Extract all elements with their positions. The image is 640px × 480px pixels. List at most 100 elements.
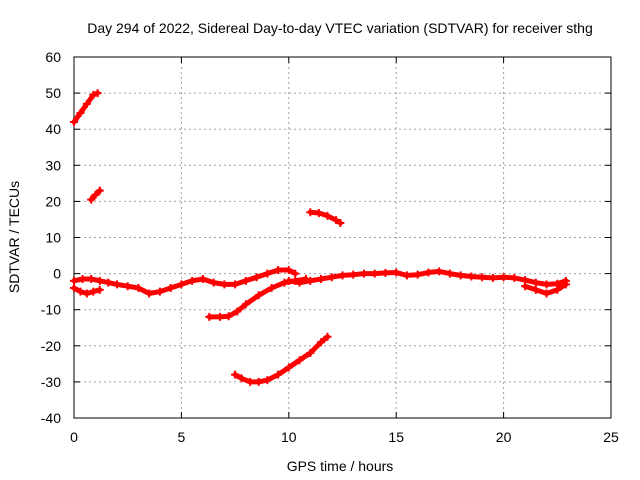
- data-point: [134, 284, 143, 293]
- series-arc-8: [284, 267, 570, 289]
- data-point: [231, 280, 240, 289]
- y-tick-label: 60: [45, 49, 61, 65]
- data-point: [87, 275, 96, 284]
- data-point: [70, 117, 78, 126]
- data-point: [82, 99, 91, 108]
- data-point: [254, 377, 263, 386]
- data-point: [531, 285, 540, 294]
- data-point: [392, 268, 401, 277]
- y-tick-label: -40: [41, 410, 61, 426]
- data-point: [295, 356, 304, 365]
- data-point: [542, 289, 551, 298]
- data-point: [95, 186, 104, 195]
- x-tick-label: 20: [496, 429, 512, 445]
- data-point: [112, 280, 121, 289]
- data-point: [435, 267, 444, 276]
- data-point: [359, 269, 368, 278]
- data-point: [89, 287, 98, 296]
- y-tick-label: 20: [45, 193, 61, 209]
- series-arc-6: [70, 284, 104, 298]
- data-point: [205, 312, 214, 321]
- data-point: [252, 273, 261, 282]
- series-arc-1: [70, 89, 102, 126]
- data-point: [314, 208, 323, 217]
- data-points: [70, 89, 570, 386]
- y-axis-ticks: -40 -30 -20 -10 0 10 20 30 40 50 60: [41, 49, 611, 426]
- data-point: [284, 265, 293, 274]
- y-tick-label: 0: [53, 266, 61, 282]
- data-point: [467, 272, 476, 281]
- data-point: [155, 287, 164, 296]
- data-point: [224, 312, 233, 321]
- data-point: [263, 376, 272, 385]
- data-point: [123, 282, 132, 291]
- data-point: [70, 276, 78, 285]
- y-tick-label: 40: [45, 121, 61, 137]
- data-point: [349, 270, 358, 279]
- series-arc-7: [70, 265, 300, 298]
- data-point: [424, 268, 433, 277]
- data-point: [241, 276, 250, 285]
- data-point: [198, 275, 207, 284]
- data-point: [89, 90, 98, 99]
- data-point: [95, 285, 104, 294]
- data-point: [209, 278, 218, 287]
- series-arc-2: [87, 186, 104, 204]
- data-point: [338, 271, 347, 280]
- data-point: [499, 273, 508, 282]
- x-tick-label: 15: [388, 429, 404, 445]
- data-point: [237, 374, 246, 383]
- data-point: [327, 273, 336, 282]
- data-point: [284, 276, 293, 285]
- x-tick-label: 0: [70, 429, 78, 445]
- y-tick-label: 10: [45, 230, 61, 246]
- data-point: [220, 280, 229, 289]
- series-arc-9: [521, 280, 570, 298]
- data-point: [317, 338, 326, 347]
- chart-title: Day 294 of 2022, Sidereal Day-to-day VTE…: [87, 20, 593, 36]
- data-point: [291, 269, 300, 278]
- data-point: [233, 307, 242, 316]
- data-point: [402, 271, 411, 280]
- data-point: [510, 273, 519, 282]
- y-axis-label: SDTVAR / TECUs: [6, 181, 22, 293]
- series-arc-3: [306, 208, 345, 228]
- data-point: [317, 275, 326, 284]
- data-point: [91, 190, 100, 199]
- data-point: [306, 349, 315, 358]
- data-point: [274, 370, 283, 379]
- data-point: [70, 284, 78, 293]
- data-point: [267, 284, 276, 293]
- data-point: [145, 289, 154, 298]
- data-point: [332, 216, 341, 225]
- data-point: [542, 280, 551, 289]
- x-tick-label: 5: [178, 429, 186, 445]
- series-arc-5: [231, 332, 332, 386]
- data-point: [370, 269, 379, 278]
- data-point: [521, 282, 530, 291]
- data-point: [323, 211, 332, 220]
- data-point: [381, 268, 390, 277]
- data-point: [254, 291, 263, 300]
- gridlines: [74, 57, 611, 418]
- x-axis-label: GPS time / hours: [287, 458, 394, 474]
- y-tick-label: 50: [45, 85, 61, 101]
- x-tick-label: 10: [281, 429, 297, 445]
- data-point: [306, 208, 315, 217]
- data-point: [177, 280, 186, 289]
- data-point: [241, 300, 250, 309]
- data-point: [104, 278, 113, 287]
- data-point: [231, 370, 240, 379]
- data-point: [323, 332, 332, 341]
- y-tick-label: -30: [41, 374, 61, 390]
- x-axis-ticks: 0 5 10 15 20 25: [70, 57, 619, 445]
- data-point: [553, 285, 562, 294]
- data-point: [456, 271, 465, 280]
- data-point: [78, 275, 87, 284]
- y-tick-label: -20: [41, 338, 61, 354]
- data-point: [93, 89, 102, 98]
- data-point: [216, 312, 225, 321]
- data-point: [284, 363, 293, 372]
- data-point: [336, 219, 345, 228]
